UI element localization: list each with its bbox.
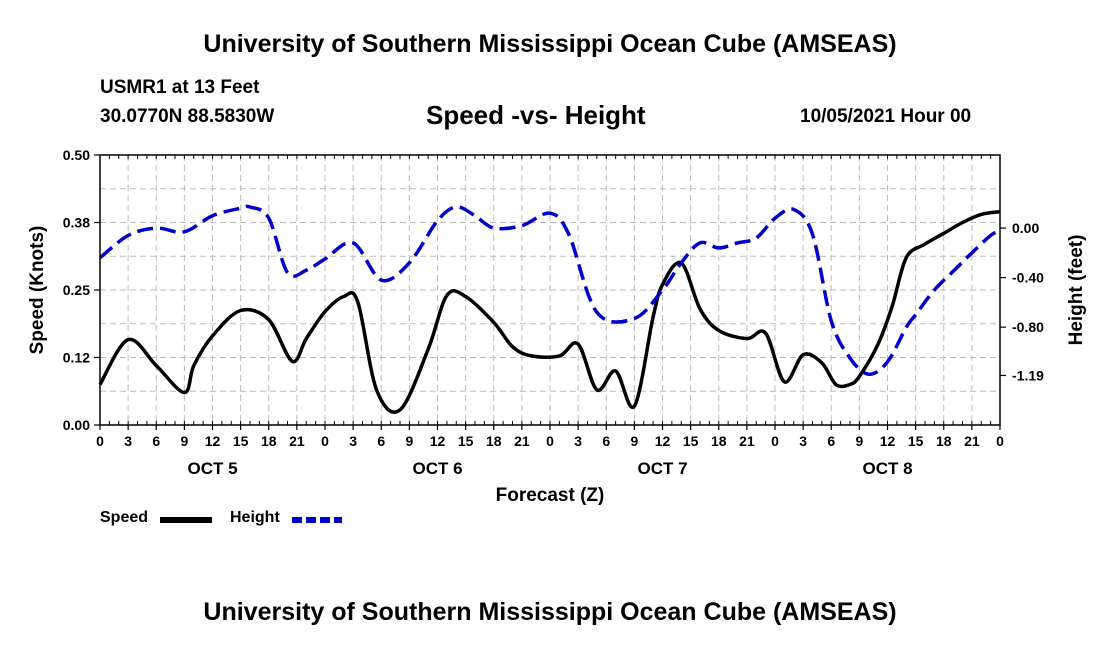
speed-series-line — [98, 209, 1001, 414]
x-tick-label: 0 — [996, 433, 1004, 449]
y-left-tick-label: 0.00 — [63, 417, 90, 433]
y-left-tick-label: 0.38 — [63, 215, 90, 231]
x-tick-label: 6 — [152, 433, 160, 449]
y-right-tick-label: -0.80 — [1012, 319, 1044, 335]
x-tick-label: 12 — [430, 433, 446, 449]
y-right-tick-label: 0.00 — [1012, 220, 1039, 236]
y-left-tick-label: 0.50 — [63, 147, 90, 163]
x-tick-label: 0 — [96, 433, 104, 449]
x-tick-label: 6 — [377, 433, 385, 449]
x-tick-label: 18 — [936, 433, 952, 449]
x-tick-label: 15 — [683, 433, 699, 449]
x-tick-label: 21 — [964, 433, 980, 449]
height-series-line — [98, 204, 1001, 376]
grid-lines — [99, 155, 1001, 425]
y-axis-label-left: Speed (Knots) — [27, 226, 48, 355]
x-axis-label: Forecast (Z) — [496, 485, 605, 506]
station-label: USMR1 at 13 Feet — [100, 77, 260, 98]
x-tick-label: 9 — [630, 433, 638, 449]
x-tick-label: 21 — [289, 433, 305, 449]
x-tick-label: 15 — [458, 433, 474, 449]
x-tick-label: 21 — [739, 433, 755, 449]
x-tick-label: 18 — [711, 433, 727, 449]
x-tick-label: 9 — [855, 433, 863, 449]
series-layer — [98, 204, 1001, 414]
page-title: University of Southern Mississippi Ocean… — [203, 30, 897, 58]
date-label: OCT 6 — [412, 459, 462, 478]
forecast-date-label: 10/05/2021 Hour 00 — [800, 106, 972, 127]
y-axis-label-right: Height (feet) — [1066, 235, 1087, 346]
x-tick-label: 6 — [827, 433, 835, 449]
x-tick-label: 12 — [655, 433, 671, 449]
x-tick-label: 15 — [908, 433, 924, 449]
x-tick-label: 0 — [771, 433, 779, 449]
date-label: OCT 7 — [637, 459, 687, 478]
date-label: OCT 8 — [862, 459, 912, 478]
y-left-tick-label: 0.12 — [63, 350, 90, 366]
footer-title: University of Southern Mississippi Ocean… — [203, 598, 897, 626]
x-tick-label: 15 — [233, 433, 249, 449]
x-tick-label: 0 — [546, 433, 554, 449]
legend-height-label: Height — [230, 509, 280, 526]
x-tick-label: 9 — [405, 433, 413, 449]
x-tick-label: 3 — [124, 433, 132, 449]
y-left-tick-label: 0.25 — [63, 282, 90, 298]
x-tick-label: 3 — [799, 433, 807, 449]
x-axis: 0 3 6 9 12 15 18 21 0 3 6 9 12 15 18 21 0 3 6 9 12 15 18 21 0 3 6 9… — [96, 425, 1004, 478]
x-tick-label: 12 — [880, 433, 896, 449]
x-tick-label: 18 — [261, 433, 277, 449]
y-axis-left: 0.00 0.12 0.25 0.38 0.50 — [63, 147, 100, 433]
y-right-tick-label: -0.40 — [1012, 270, 1044, 286]
y-right-tick-label: -1.19 — [1012, 367, 1044, 383]
coordinates-label: 30.0770N 88.5830W — [100, 106, 275, 127]
legend-speed-label: Speed — [100, 509, 149, 526]
x-tick-label: 3 — [574, 433, 582, 449]
y-axis-right: 0.00 -0.40 -0.80 -1.19 — [1000, 220, 1044, 383]
x-tick-label: 12 — [205, 433, 221, 449]
x-tick-label: 21 — [514, 433, 530, 449]
x-tick-label: 0 — [321, 433, 329, 449]
x-tick-label: 3 — [349, 433, 357, 449]
x-tick-label: 9 — [180, 433, 188, 449]
plot-title: Speed -vs- Height — [426, 100, 646, 130]
x-tick-label: 6 — [602, 433, 610, 449]
date-label: OCT 5 — [187, 459, 237, 478]
x-tick-label: 18 — [486, 433, 502, 449]
